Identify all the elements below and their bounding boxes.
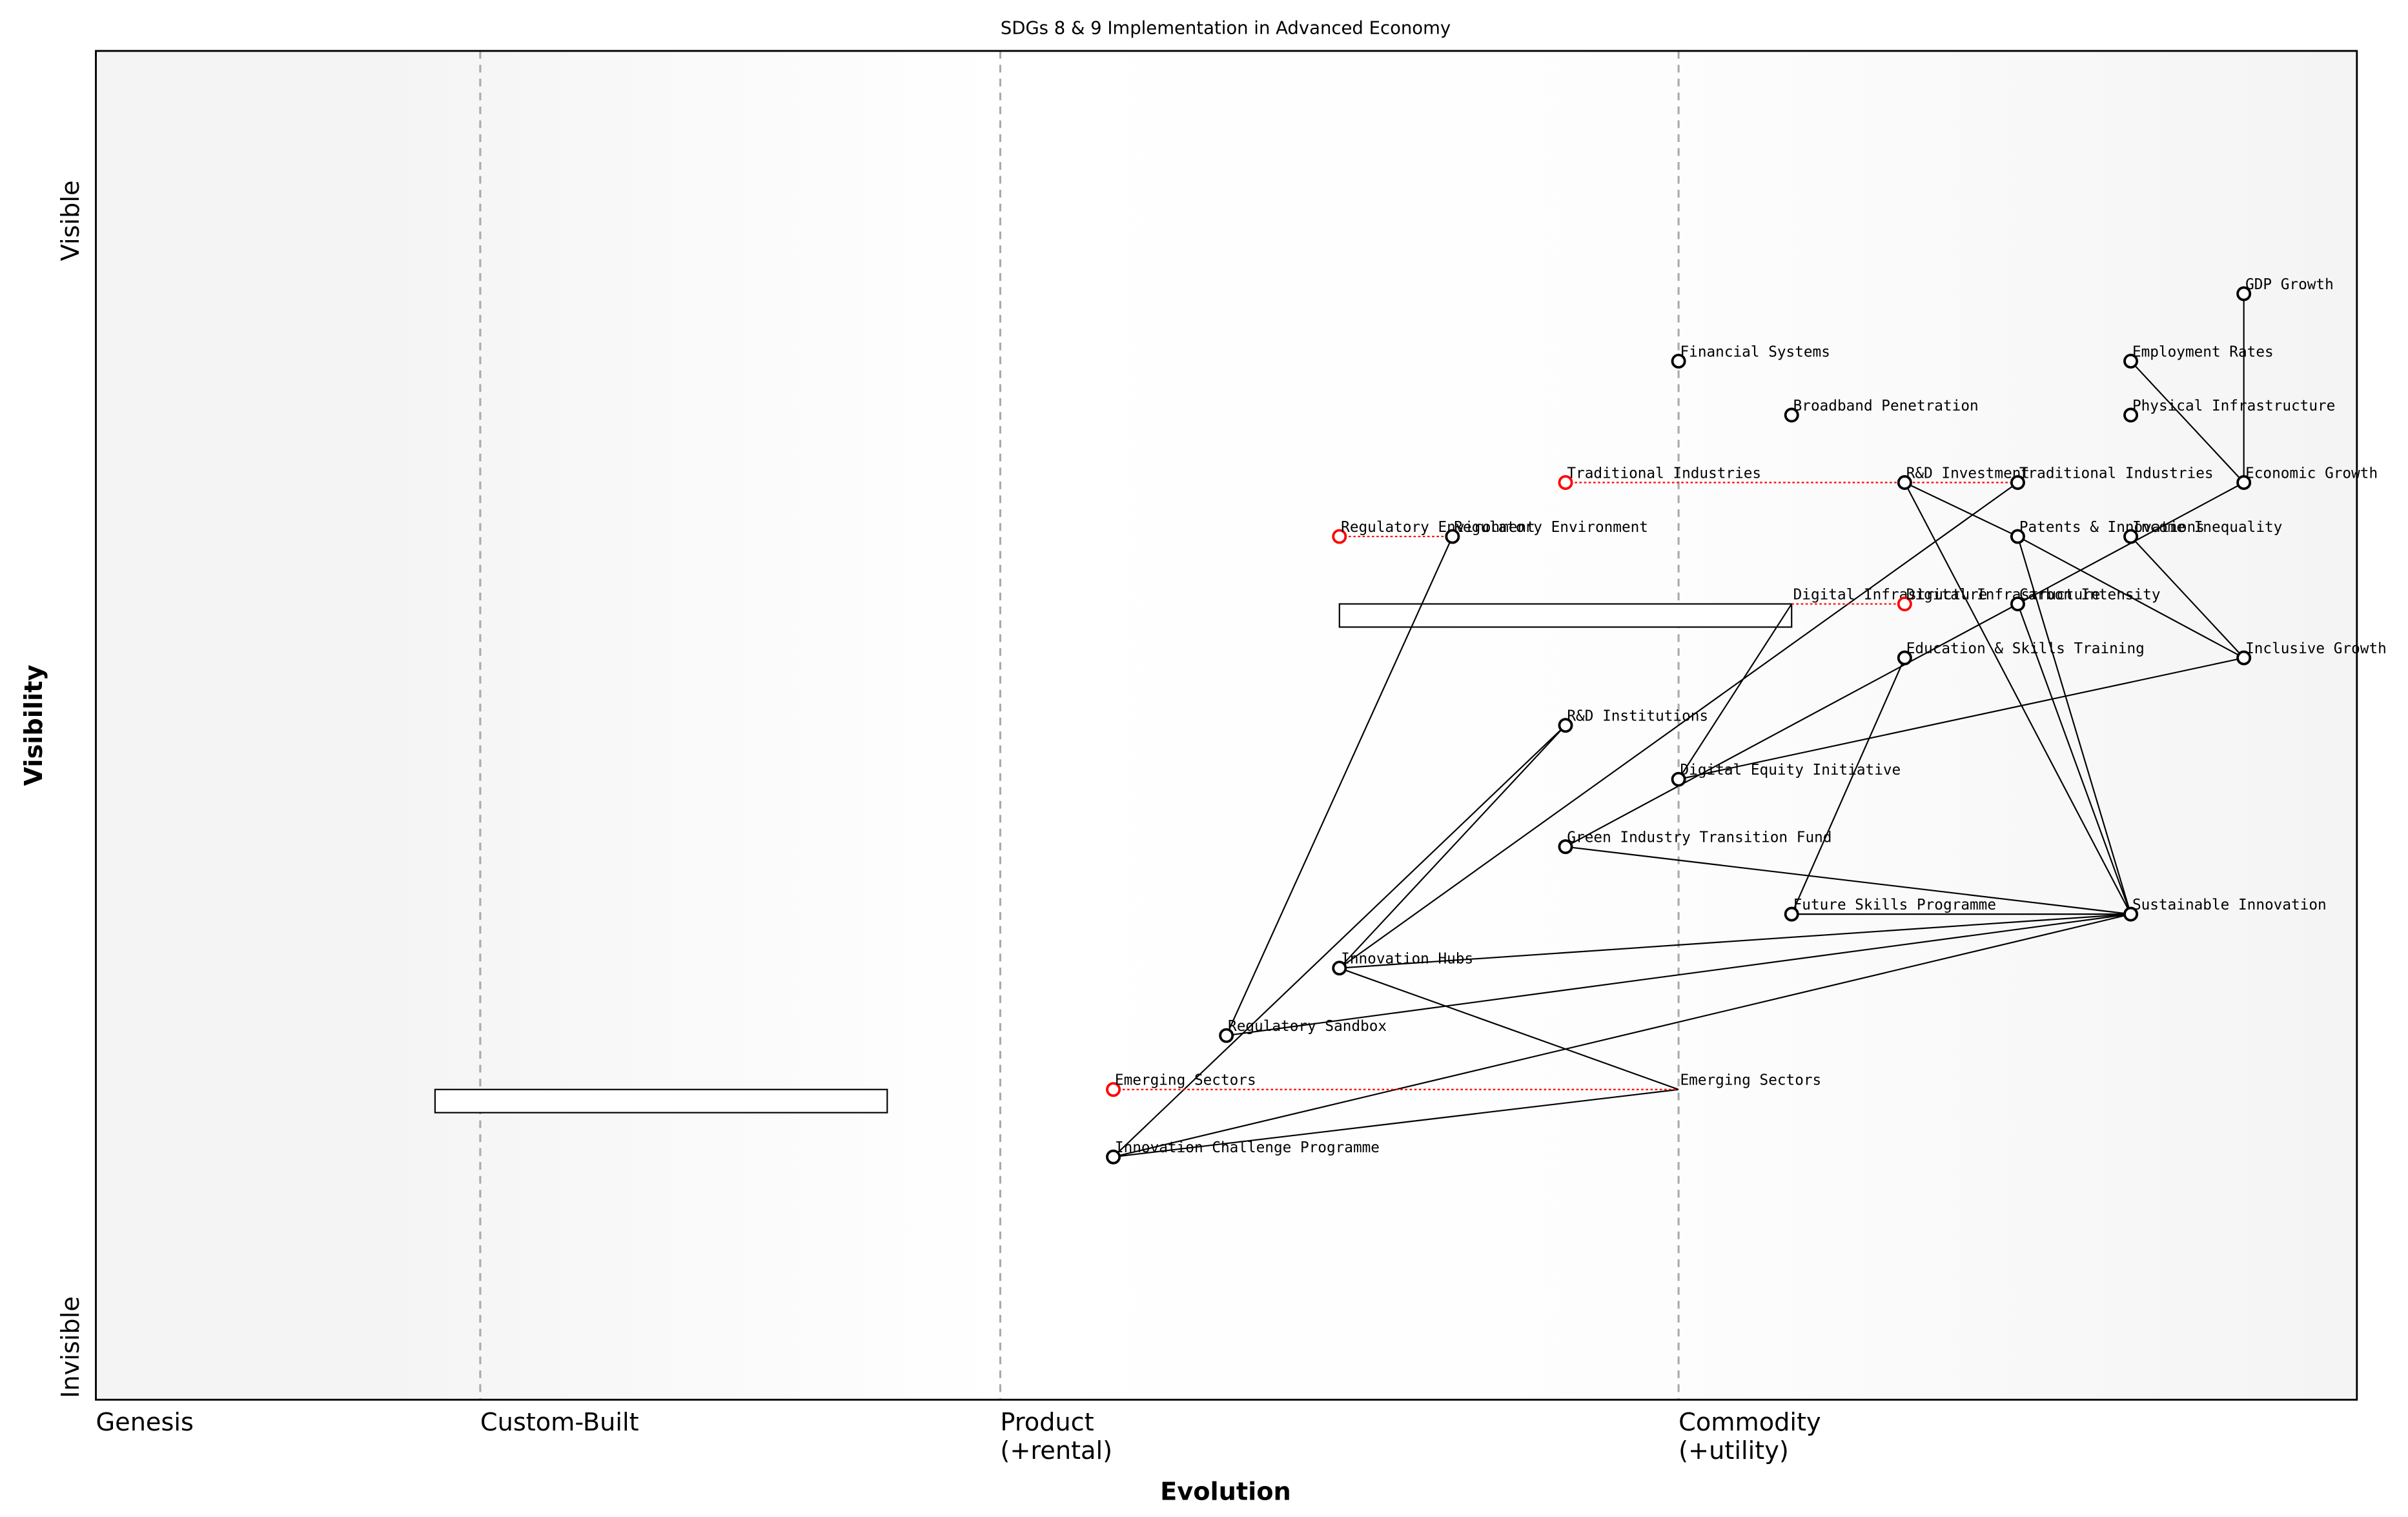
chart-title: SDGs 8 & 9 Implementation in Advanced Ec…: [1001, 18, 1451, 39]
component: [1671, 353, 1686, 369]
pipeline: [434, 1088, 888, 1114]
component-label: Digital Infrastructure: [1793, 586, 1988, 603]
component: [1558, 839, 1573, 855]
component-label: Traditional Industries: [1567, 465, 1761, 482]
dependency-edge: [1113, 1088, 1679, 1158]
component: [1332, 529, 1347, 544]
component: [1897, 596, 1912, 612]
component: [1558, 718, 1573, 733]
component: [1897, 475, 1912, 490]
component-label: Economic Growth: [2245, 465, 2378, 482]
component: [2010, 475, 2025, 490]
x-tick-label: Genesis: [96, 1408, 194, 1437]
dependency-edge: [1791, 657, 1906, 915]
component: [2236, 650, 2252, 666]
component: [1332, 961, 1347, 976]
component: [2123, 906, 2139, 922]
dependency-edge: [2017, 536, 2132, 915]
component: [1106, 1149, 1121, 1165]
component: [2236, 475, 2252, 490]
component: [2123, 407, 2139, 423]
y-top-label: Visible: [56, 180, 85, 261]
dependency-edge: [1904, 482, 2018, 538]
y-axis-label: Visibility: [19, 665, 48, 786]
dependency-edge: [1225, 536, 1453, 1036]
component-label: Education & Skills Training: [1906, 640, 2145, 657]
component-label: Physical Infrastructure: [2132, 398, 2335, 414]
dependency-edge: [2130, 360, 2245, 484]
component: [1445, 529, 1460, 544]
dependency-edge: [1678, 657, 2244, 780]
component-label: Financial Systems: [1680, 343, 1830, 360]
dependency-edge: [1904, 482, 2132, 915]
component-label: Carbon Intensity: [2019, 586, 2161, 603]
component-label: Regulatory Environment: [1454, 519, 1648, 536]
component-label: Innovation Hubs: [1341, 951, 1473, 968]
dependency-edge: [2017, 536, 2245, 659]
component-label: Income Inequality: [2132, 519, 2282, 536]
component-label: Digital Equity Initiative: [1680, 762, 1901, 779]
component-label: Inclusive Growth: [2245, 640, 2387, 657]
plot-frame: [95, 50, 2358, 1401]
component: [1671, 771, 1686, 787]
component: [2123, 353, 2139, 369]
component-label: Patents & Innovations: [2019, 519, 2205, 536]
pipeline: [1338, 603, 1793, 628]
component: [1106, 1082, 1121, 1097]
component-label: Emerging Sectors: [1680, 1072, 1822, 1089]
dependency-edge: [1113, 913, 2131, 1158]
dependency-edge: [1678, 603, 1793, 780]
y-bottom-label: Invisible: [56, 1296, 85, 1398]
x-tick-label: Custom-Built: [480, 1408, 639, 1437]
component: [1784, 407, 1799, 423]
component-label: Innovation Challenge Programme: [1115, 1139, 1380, 1156]
component-label: Sustainable Innovation: [2132, 897, 2327, 913]
dependency-edge: [1112, 724, 1566, 1157]
x-tick-label: Commodity (+utility): [1678, 1408, 1821, 1465]
component: [2123, 529, 2139, 544]
dependency-edge: [1339, 967, 1679, 1090]
component-label: R&D Institutions: [1567, 708, 1708, 724]
component-label: Employment Rates: [2132, 343, 2274, 360]
component: [2010, 596, 2025, 612]
dependency-edge: [1338, 724, 1566, 969]
x-axis-label: Evolution: [1160, 1478, 1291, 1507]
component-label: Emerging Sectors: [1115, 1072, 1256, 1089]
component: [2236, 286, 2252, 301]
component: [2010, 529, 2025, 544]
component-label: Regulatory Environment: [1341, 519, 1535, 536]
component-label: Broadband Penetration: [1793, 398, 1979, 414]
dependency-edge: [2130, 536, 2245, 658]
dependency-edge: [1339, 482, 2019, 969]
component-label: GDP Growth: [2245, 276, 2334, 293]
component: [1219, 1028, 1234, 1043]
component-label: Digital Infrastructure: [1906, 586, 2101, 603]
component: [1784, 906, 1799, 922]
component-label: Green Industry Transition Fund: [1567, 829, 1832, 846]
dependency-edge: [1226, 913, 2131, 1037]
component: [1558, 475, 1573, 490]
component-label: Regulatory Sandbox: [1228, 1018, 1387, 1035]
dependency-edge: [2017, 604, 2132, 915]
dependency-edge: [1565, 846, 2131, 915]
component-label: Future Skills Programme: [1793, 897, 1996, 913]
component-label: Traditional Industries: [2019, 465, 2214, 482]
dependency-edge: [1339, 913, 2131, 969]
component-label: R&D Investment: [1906, 465, 2030, 482]
plot-background: [96, 50, 2357, 1400]
x-tick-label: Product (+rental): [1000, 1408, 1112, 1465]
component: [1897, 650, 1912, 666]
